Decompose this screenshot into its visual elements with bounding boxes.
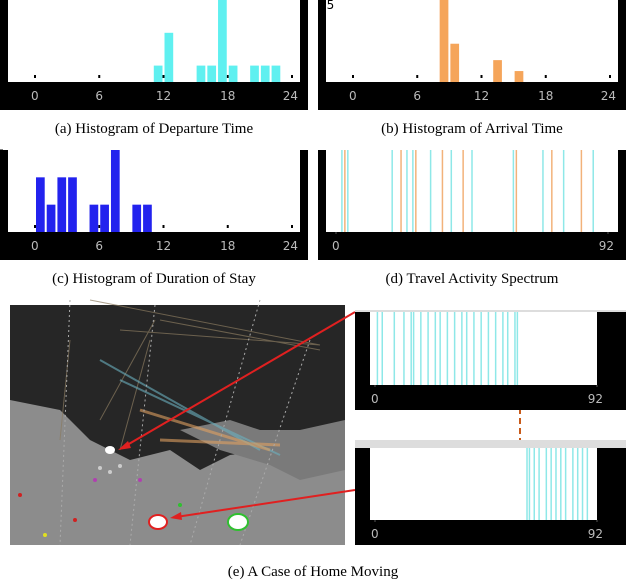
x-tick-label: 24 xyxy=(601,89,616,103)
bar xyxy=(143,205,152,232)
caption: (b) Histogram of Arrival Time xyxy=(381,121,563,137)
plot-top xyxy=(355,440,626,448)
x-tick-label: 18 xyxy=(220,239,235,253)
caption: (d) Travel Activity Spectrum xyxy=(386,271,559,287)
x-tick-label: 18 xyxy=(538,89,553,103)
bar xyxy=(68,177,77,232)
y-tick-label: 3 xyxy=(1,148,9,162)
bar xyxy=(493,60,502,82)
x-tick-label: 92 xyxy=(599,239,614,253)
plot-top xyxy=(355,310,626,312)
x-tick-label: 0 xyxy=(371,392,379,406)
x-tick-label: 12 xyxy=(156,239,171,253)
bar xyxy=(218,0,227,82)
x-tick-label: 92 xyxy=(588,527,603,541)
x-tick-label: 6 xyxy=(95,89,103,103)
bar xyxy=(250,66,259,82)
y-tick-label: 5 xyxy=(1,0,9,12)
x-tick-label: 6 xyxy=(95,239,103,253)
caption: (c) Histogram of Duration of Stay xyxy=(52,271,256,287)
bar xyxy=(36,177,45,232)
figure-caption: (e) A Case of Home Moving xyxy=(228,564,399,580)
x-tick-label: 0 xyxy=(31,89,39,103)
bar xyxy=(450,44,459,82)
bar xyxy=(100,205,109,232)
x-tick-label: 12 xyxy=(156,89,171,103)
bar xyxy=(132,205,141,232)
x-tick-label: 12 xyxy=(474,89,489,103)
x-tick-label: 0 xyxy=(332,239,340,253)
bar xyxy=(272,66,281,82)
y-tick-label: 15 xyxy=(319,0,334,12)
x-tick-label: 18 xyxy=(220,89,235,103)
bar xyxy=(111,150,120,232)
x-tick-label: 0 xyxy=(31,239,39,253)
bar xyxy=(57,177,66,232)
bar xyxy=(515,71,524,82)
bar xyxy=(47,205,56,232)
caption: (a) Histogram of Departure Time xyxy=(55,121,254,137)
x-tick-label: 0 xyxy=(349,89,357,103)
x-tick-label: 24 xyxy=(283,239,298,253)
x-tick-label: 92 xyxy=(588,392,603,406)
x-tick-label: 6 xyxy=(413,89,421,103)
bar xyxy=(165,33,174,82)
bar xyxy=(154,66,163,82)
figure: (e) A Case of Home Moving 0 6 12 18 24 5 (a) H… xyxy=(0,0,626,586)
map-image xyxy=(10,300,345,545)
plot-area xyxy=(370,448,597,520)
bar xyxy=(90,205,99,232)
bar xyxy=(440,0,449,82)
bar xyxy=(197,66,206,82)
x-tick-label: 0 xyxy=(371,527,379,541)
bar xyxy=(207,66,216,82)
plot-area xyxy=(326,0,618,82)
bar xyxy=(261,66,270,82)
bar xyxy=(229,66,238,82)
x-tick-label: 24 xyxy=(283,89,298,103)
